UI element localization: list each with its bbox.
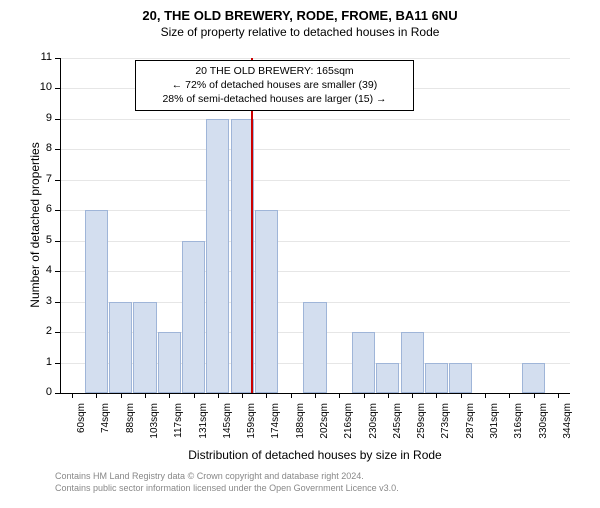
x-tick-label: 202sqm — [319, 403, 330, 447]
gridline — [60, 58, 570, 59]
histogram-bar — [231, 119, 254, 393]
x-tick-label: 216sqm — [343, 403, 354, 447]
x-tick-label: 159sqm — [246, 403, 257, 447]
footer-line-1: Contains HM Land Registry data © Crown c… — [55, 471, 399, 483]
annotation-box: 20 THE OLD BREWERY: 165sqm ← 72% of deta… — [135, 60, 414, 111]
x-tick-label: 88sqm — [125, 403, 136, 447]
x-tick-label: 74sqm — [100, 403, 111, 447]
histogram-bar — [303, 302, 326, 393]
x-tick-label: 60sqm — [76, 403, 87, 447]
annotation-line-1: 20 THE OLD BREWERY: 165sqm — [142, 64, 407, 78]
histogram-bar — [109, 302, 132, 393]
x-axis-label: Distribution of detached houses by size … — [60, 448, 570, 462]
gridline — [60, 149, 570, 150]
x-tick-label: 103sqm — [149, 403, 160, 447]
gridline — [60, 180, 570, 181]
histogram-bar — [133, 302, 156, 393]
x-tick-label: 245sqm — [392, 403, 403, 447]
histogram-bar — [158, 332, 181, 393]
x-tick-label: 188sqm — [295, 403, 306, 447]
histogram-bar — [401, 332, 424, 393]
x-tick-label: 174sqm — [270, 403, 281, 447]
x-tick-label: 330sqm — [538, 403, 549, 447]
chart-title: 20, THE OLD BREWERY, RODE, FROME, BA11 6… — [0, 8, 600, 23]
y-tick-label: 9 — [32, 112, 52, 124]
y-tick-label: 10 — [32, 81, 52, 93]
x-tick-label: 230sqm — [368, 403, 379, 447]
histogram-bar — [255, 210, 278, 393]
histogram-bar — [352, 332, 375, 393]
y-axis-label: Number of detached properties — [28, 125, 42, 325]
chart-subtitle: Size of property relative to detached ho… — [0, 25, 600, 39]
y-tick-label: 1 — [32, 356, 52, 368]
gridline — [60, 241, 570, 242]
histogram-bar — [449, 363, 472, 393]
histogram-bar — [182, 241, 205, 393]
histogram-bar — [85, 210, 108, 393]
gridline — [60, 210, 570, 211]
annotation-line-3: 28% of semi-detached houses are larger (… — [142, 92, 407, 106]
y-tick-label: 11 — [32, 51, 52, 63]
y-tick-label: 0 — [32, 386, 52, 398]
histogram-bar — [376, 363, 399, 393]
x-tick-label: 287sqm — [465, 403, 476, 447]
gridline — [60, 119, 570, 120]
x-tick-label: 316sqm — [513, 403, 524, 447]
x-tick-label: 117sqm — [173, 403, 184, 447]
gridline — [60, 271, 570, 272]
annotation-line-2: ← 72% of detached houses are smaller (39… — [142, 78, 407, 92]
footer-line-2: Contains public sector information licen… — [55, 483, 399, 495]
y-tick-label: 2 — [32, 325, 52, 337]
x-tick-label: 301sqm — [489, 403, 500, 447]
histogram-bar — [522, 363, 545, 393]
x-tick-label: 131sqm — [198, 403, 209, 447]
y-axis-line — [60, 58, 61, 393]
footer-text: Contains HM Land Registry data © Crown c… — [55, 471, 399, 494]
x-tick-label: 273sqm — [440, 403, 451, 447]
x-axis-line — [60, 393, 570, 394]
histogram-bar — [425, 363, 448, 393]
x-tick-label: 145sqm — [222, 403, 233, 447]
x-tick-label: 344sqm — [562, 403, 573, 447]
histogram-bar — [206, 119, 229, 393]
x-tick-label: 259sqm — [416, 403, 427, 447]
